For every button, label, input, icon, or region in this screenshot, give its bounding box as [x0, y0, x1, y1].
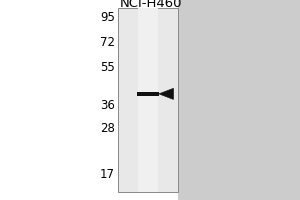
Text: 17: 17: [100, 168, 115, 181]
Bar: [137, 92, 159, 96]
Text: 95: 95: [100, 11, 115, 24]
Text: 72: 72: [100, 36, 115, 49]
Text: 28: 28: [100, 122, 115, 135]
Polygon shape: [159, 88, 173, 99]
Text: 36: 36: [100, 99, 115, 112]
Bar: [118, 8, 178, 192]
Bar: [138, 8, 158, 192]
Text: NCI-H460: NCI-H460: [120, 0, 182, 10]
Bar: [178, 0, 300, 200]
Text: 55: 55: [100, 61, 115, 74]
